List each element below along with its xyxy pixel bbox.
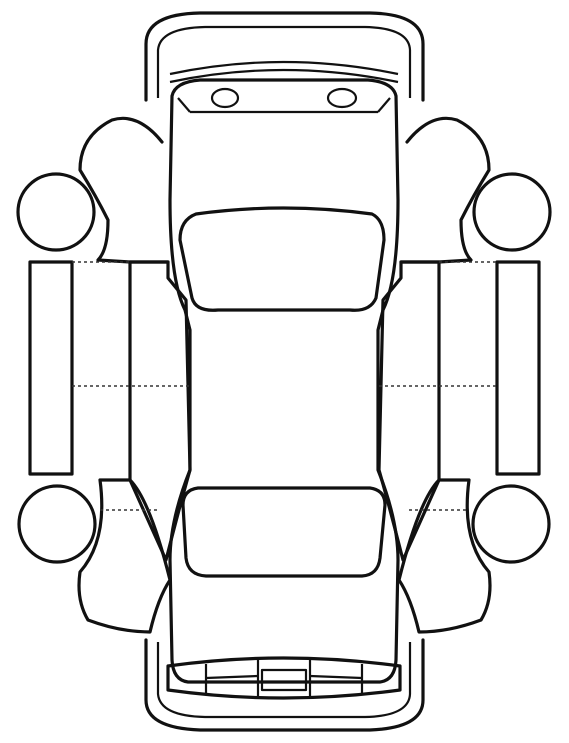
wheel-front-right <box>472 172 552 252</box>
wheel-rear-right <box>471 484 551 564</box>
front-bumper <box>144 11 425 102</box>
right-side-panel <box>377 116 541 634</box>
rear-bumper <box>144 638 425 732</box>
left-headlight <box>210 87 240 109</box>
left-side-panel <box>28 116 192 634</box>
wheel-rear-left <box>17 484 97 564</box>
right-headlight <box>326 87 358 109</box>
car-body-top-view <box>168 78 400 684</box>
rear-windshield <box>181 486 387 578</box>
wheel-front-left <box>16 172 96 252</box>
front-windshield <box>178 206 386 312</box>
